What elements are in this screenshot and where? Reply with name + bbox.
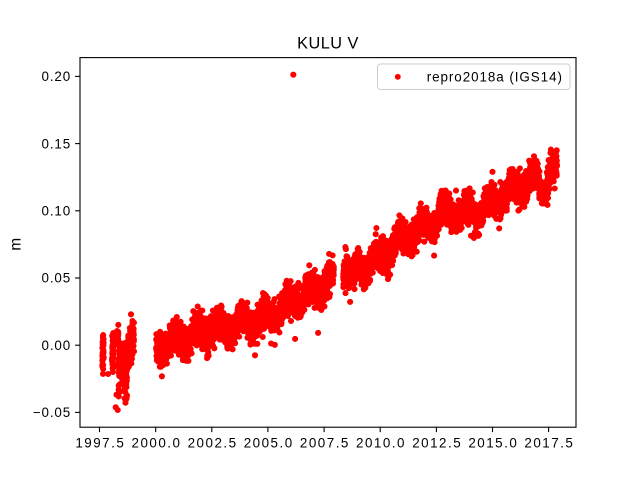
- svg-text:0.05: 0.05: [42, 271, 71, 286]
- svg-text:0.20: 0.20: [42, 69, 71, 84]
- svg-text:2000.0: 2000.0: [132, 435, 182, 450]
- svg-text:0.00: 0.00: [42, 338, 71, 353]
- svg-text:2010.0: 2010.0: [356, 435, 406, 450]
- svg-text:−0.05: −0.05: [33, 405, 71, 420]
- svg-text:2015.0: 2015.0: [468, 435, 518, 450]
- svg-text:2012.5: 2012.5: [412, 435, 462, 450]
- svg-text:1997.5: 1997.5: [75, 435, 125, 450]
- svg-text:repro2018a (IGS14): repro2018a (IGS14): [427, 69, 563, 84]
- svg-text:2017.5: 2017.5: [524, 435, 574, 450]
- svg-text:0.15: 0.15: [42, 136, 71, 151]
- svg-text:2007.5: 2007.5: [300, 435, 350, 450]
- svg-text:m: m: [7, 238, 24, 251]
- svg-text:2005.0: 2005.0: [244, 435, 294, 450]
- svg-text:KULU V: KULU V: [297, 35, 359, 53]
- svg-text:2002.5: 2002.5: [188, 435, 238, 450]
- svg-text:0.10: 0.10: [42, 204, 71, 219]
